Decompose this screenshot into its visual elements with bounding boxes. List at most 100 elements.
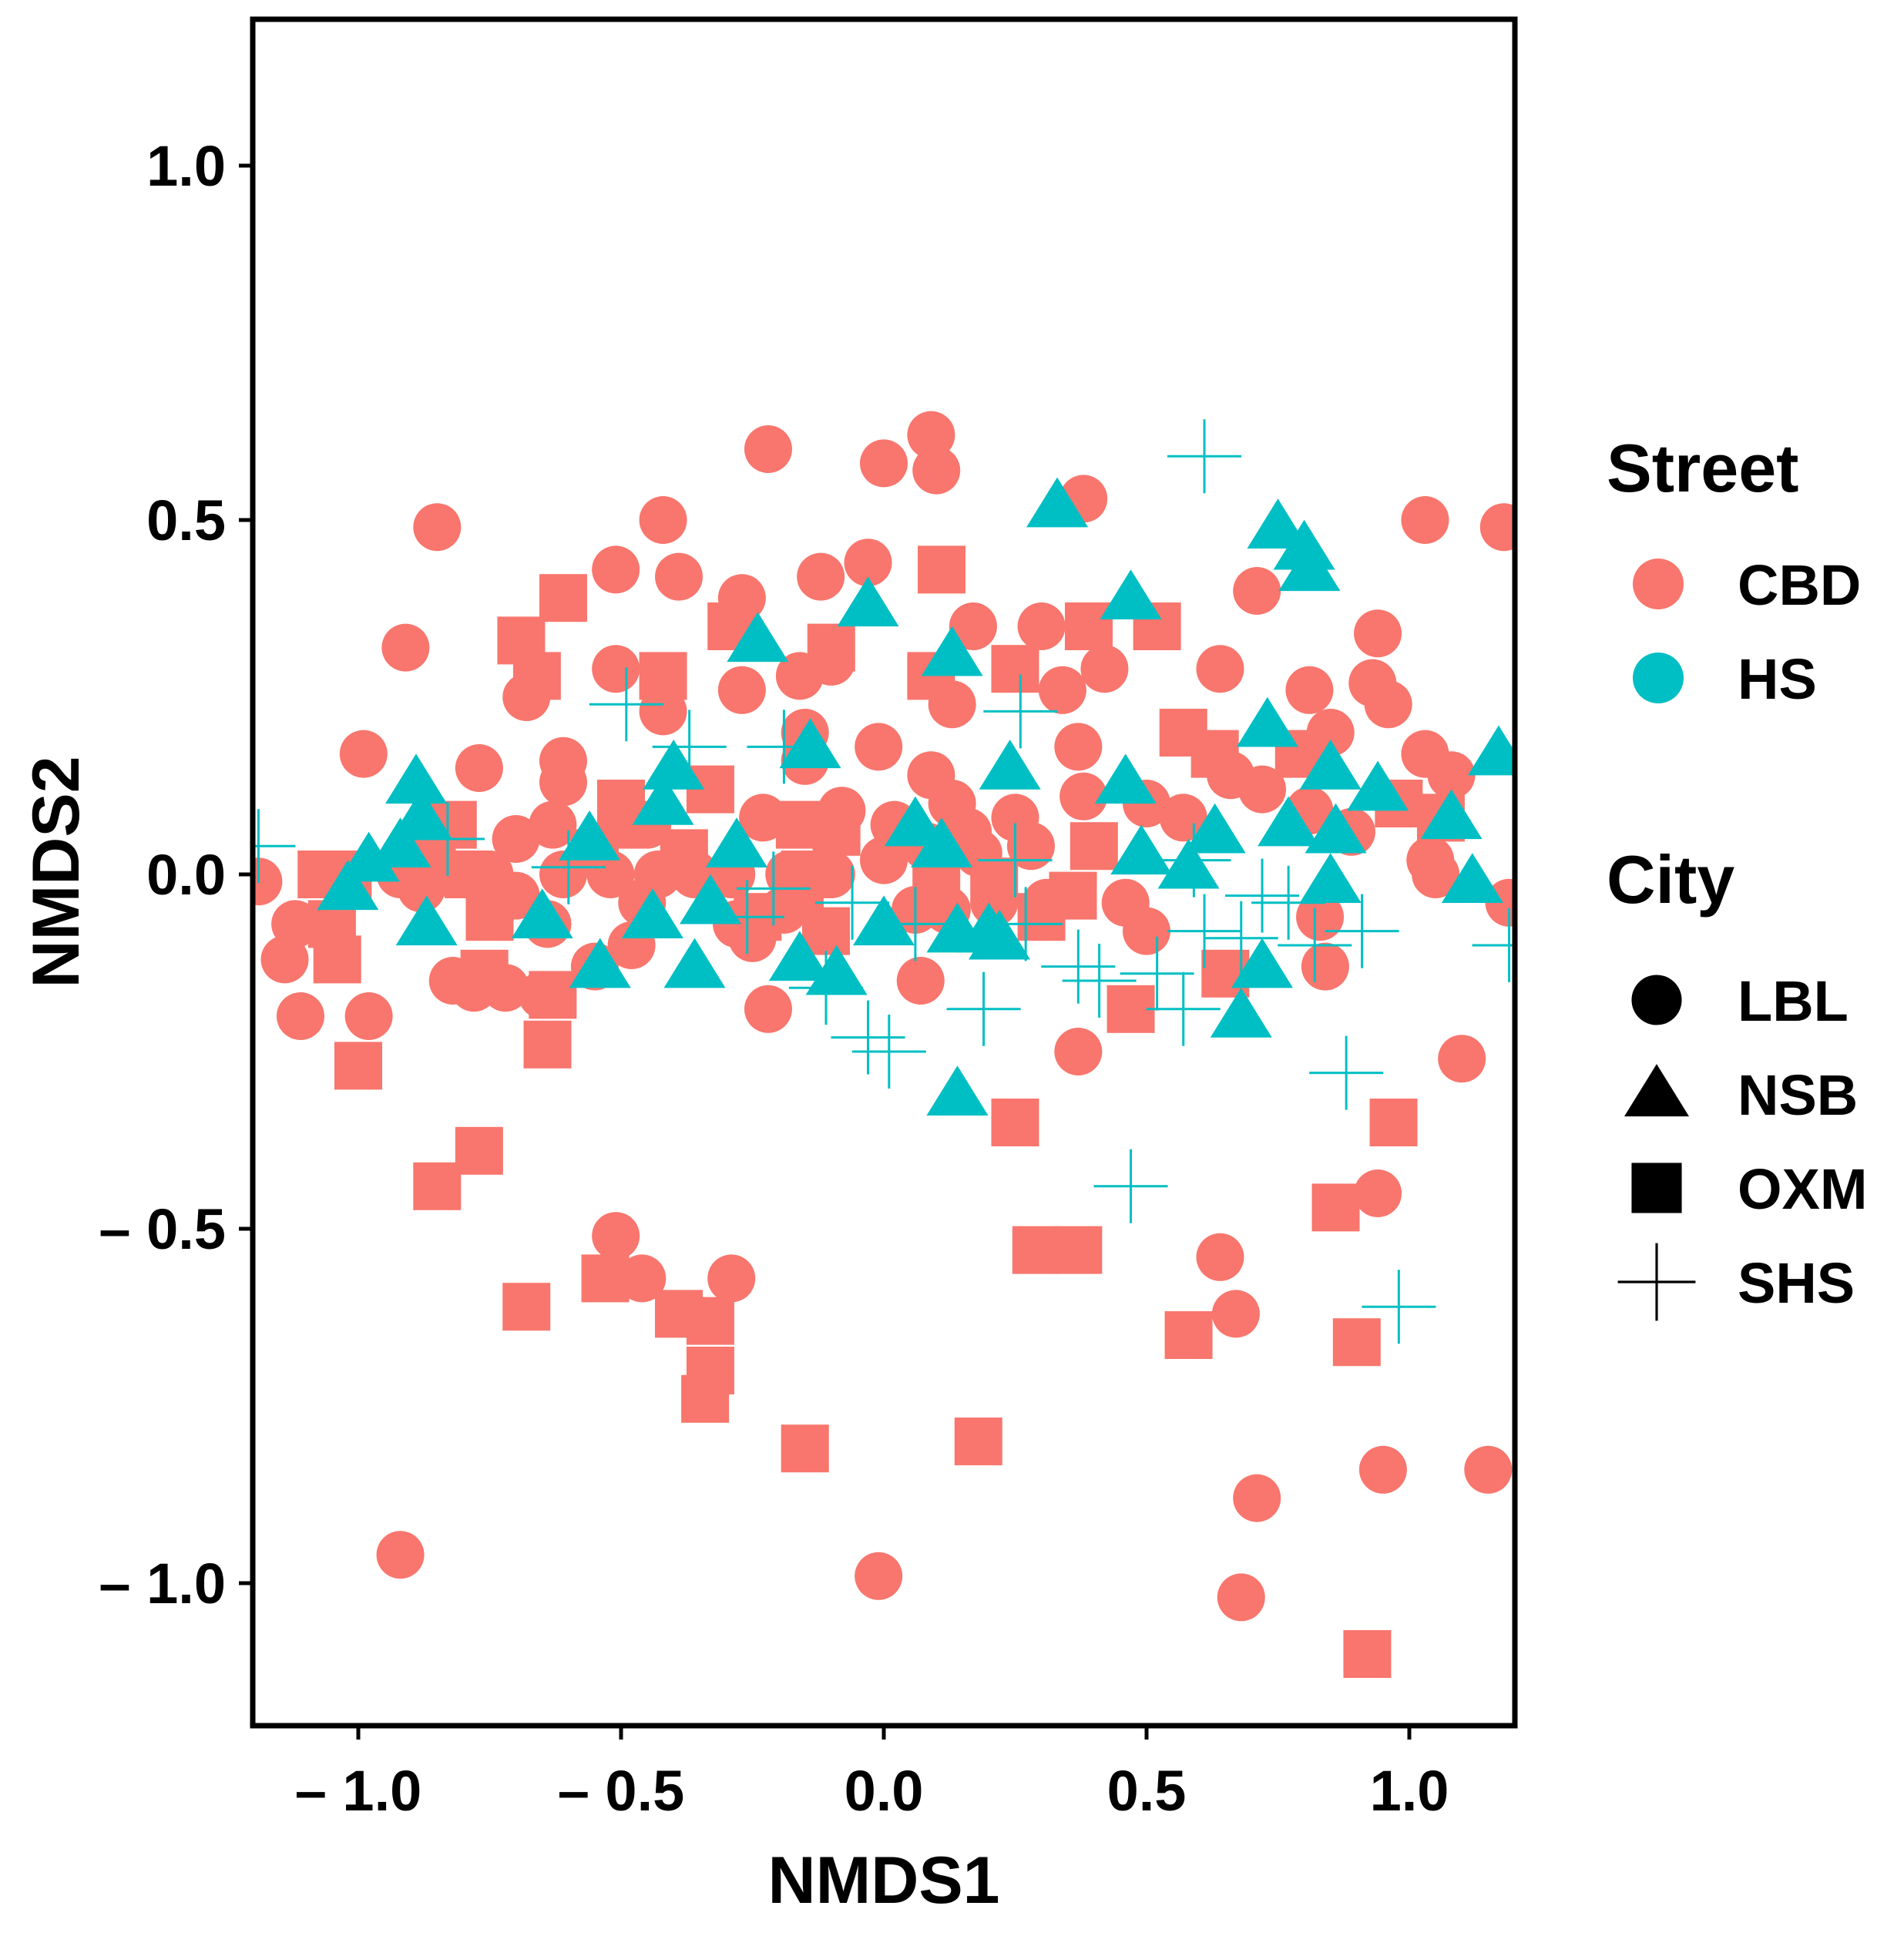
data-point	[592, 545, 640, 594]
data-point	[529, 971, 577, 1019]
legend-color-keys: CBD HS	[1633, 553, 1861, 711]
data-point	[1225, 858, 1300, 933]
data-point	[991, 645, 1039, 693]
data-point	[253, 809, 296, 884]
x-tick-label: – 1.0	[295, 1759, 422, 1823]
data-point	[1354, 1169, 1402, 1217]
data-point	[1296, 893, 1345, 941]
data-point	[1100, 569, 1162, 619]
data-point	[788, 951, 863, 1025]
data-point	[1438, 1035, 1486, 1083]
data-point	[1479, 503, 1515, 552]
data-point	[978, 823, 1053, 898]
data-point	[639, 652, 687, 700]
series-cbd-oxm	[297, 545, 1465, 1678]
data-point	[1164, 1311, 1213, 1359]
legend-shape-label-shs: SHS	[1738, 1251, 1855, 1315]
data-point	[502, 1283, 551, 1331]
data-point	[1301, 942, 1349, 991]
data-point	[1049, 871, 1097, 920]
data-point	[1159, 794, 1207, 842]
data-point	[1184, 803, 1246, 854]
data-point	[744, 985, 792, 1033]
data-point	[851, 1015, 926, 1089]
data-point	[1054, 1226, 1103, 1274]
data-point	[1347, 760, 1409, 811]
data-point	[1472, 908, 1515, 982]
data-point	[1080, 645, 1129, 693]
data-point	[276, 992, 324, 1040]
data-point	[979, 740, 1041, 790]
data-point	[1343, 1630, 1392, 1678]
data-point	[855, 1552, 903, 1600]
data-point	[1358, 1445, 1407, 1494]
data-point	[1311, 1183, 1360, 1232]
data-point	[1325, 894, 1399, 968]
data-point	[781, 1424, 829, 1473]
data-point	[253, 857, 283, 906]
data-point	[589, 667, 663, 742]
data-point	[1217, 1573, 1265, 1622]
data-point	[710, 880, 784, 955]
data-point	[1369, 1099, 1418, 1146]
legend-shape-shs-icon	[1617, 1243, 1696, 1321]
data-point	[531, 830, 606, 904]
data-point	[618, 1254, 667, 1303]
data-point	[1017, 602, 1066, 650]
data-point	[983, 674, 1058, 749]
data-point	[1233, 1474, 1281, 1522]
data-point	[946, 971, 1021, 1046]
data-point	[844, 539, 892, 587]
data-point	[1236, 696, 1298, 747]
data-point	[918, 545, 966, 594]
data-point	[1064, 602, 1113, 650]
data-point	[1062, 944, 1137, 1018]
data-point	[1041, 929, 1116, 1004]
data-point	[410, 802, 485, 876]
data-point	[860, 836, 908, 884]
data-point	[1210, 988, 1272, 1038]
data-point	[455, 1126, 503, 1175]
data-point	[970, 857, 1019, 906]
data-point	[815, 865, 890, 940]
data-point	[1299, 853, 1362, 903]
y-tick-label: – 0.5	[99, 1197, 226, 1261]
data-point	[768, 931, 831, 981]
data-point	[1070, 822, 1118, 871]
data-point	[921, 626, 983, 676]
points-layer	[253, 411, 1515, 1678]
data-point	[1231, 938, 1294, 988]
data-point	[344, 992, 393, 1040]
legend-color-label-hs: HS	[1738, 647, 1817, 711]
data-point	[706, 817, 768, 867]
x-axis-title: NMDS1	[767, 1844, 999, 1918]
data-point	[1401, 496, 1449, 544]
data-point	[1196, 1233, 1244, 1281]
data-point	[313, 935, 361, 984]
data-point	[1273, 519, 1335, 570]
data-point	[991, 1099, 1039, 1146]
legend-shape-oxm-icon	[1631, 1163, 1682, 1213]
data-point	[807, 623, 855, 672]
data-point	[1299, 740, 1362, 790]
data-point	[1441, 853, 1503, 903]
data-point	[1157, 823, 1231, 898]
data-point	[317, 860, 379, 911]
data-point	[736, 851, 811, 926]
data-point	[1123, 907, 1170, 955]
data-point	[539, 758, 587, 807]
legend-shape-label-lbl: LBL	[1738, 969, 1849, 1033]
data-point	[1247, 498, 1309, 549]
data-point	[445, 851, 493, 898]
data-point	[1354, 609, 1402, 658]
data-point	[260, 935, 309, 984]
data-point	[1362, 1270, 1436, 1344]
data-point	[779, 718, 841, 769]
data-point	[860, 439, 908, 488]
data-point	[655, 552, 704, 601]
data-point	[727, 612, 789, 663]
data-point	[559, 810, 621, 861]
x-tick-label: 0.0	[845, 1759, 924, 1823]
data-point	[390, 789, 452, 840]
